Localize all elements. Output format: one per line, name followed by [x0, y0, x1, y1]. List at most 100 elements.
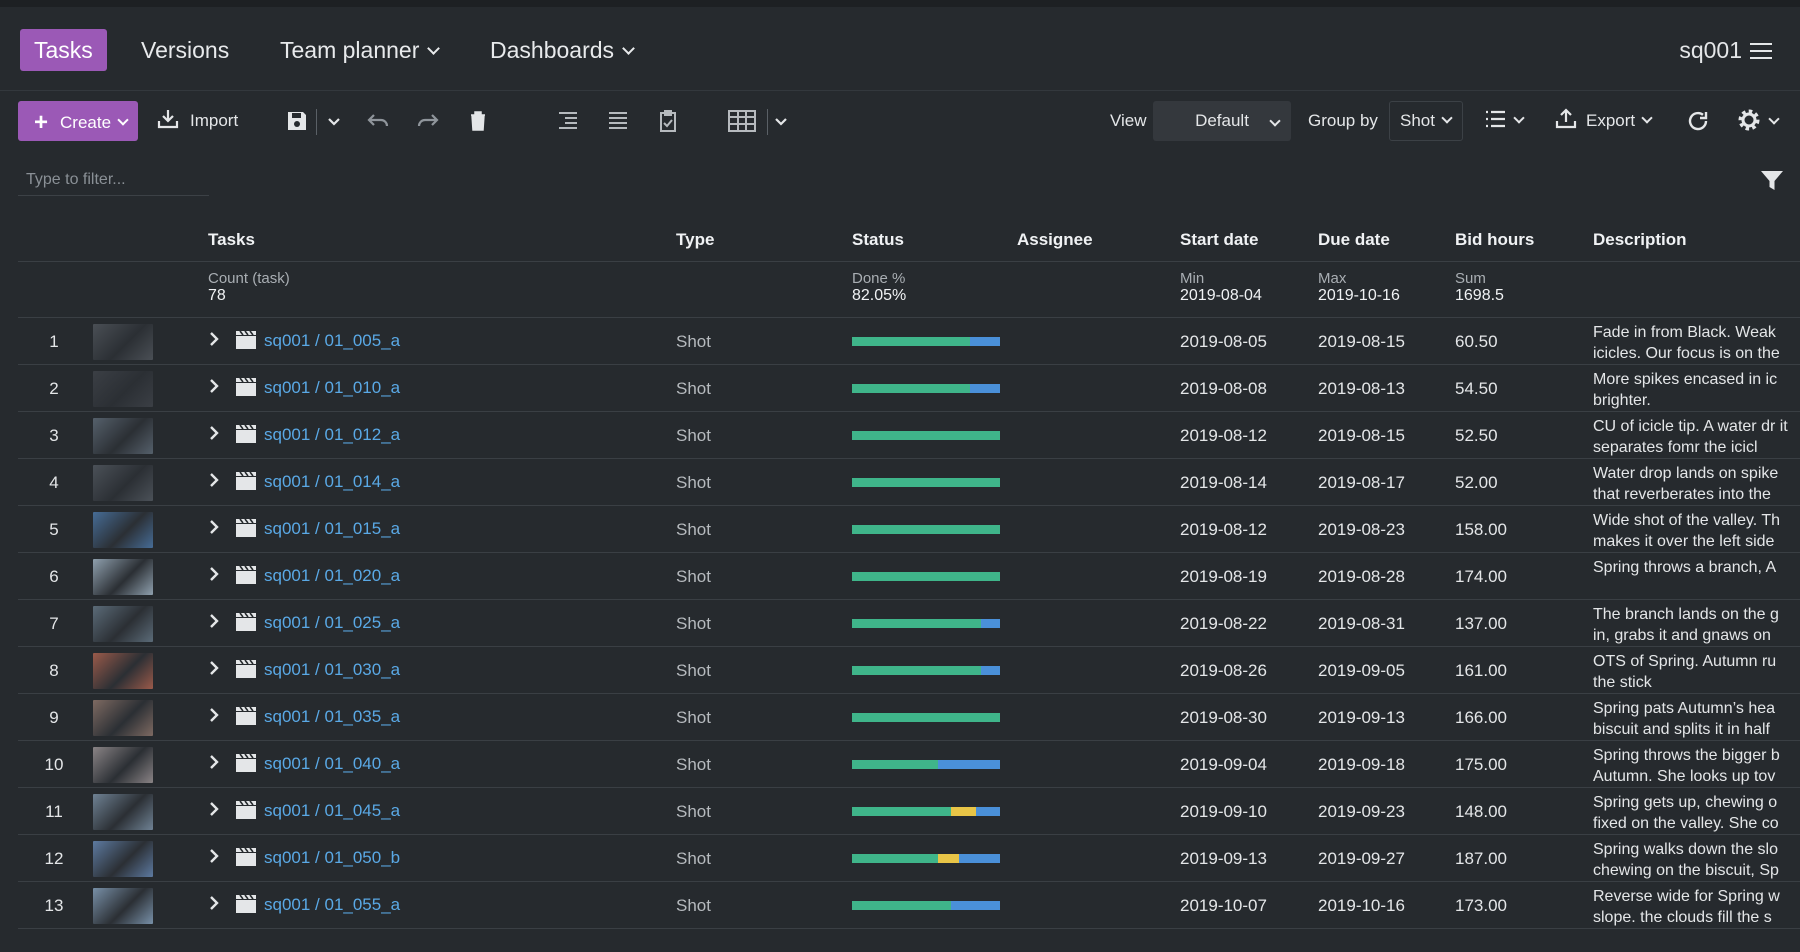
project-selector[interactable]: sq001 — [1679, 37, 1742, 63]
settings-button[interactable] — [1736, 101, 1780, 141]
export-button[interactable]: Export — [1554, 101, 1653, 141]
bid-hours: 161.00 — [1455, 661, 1507, 680]
chevron-right-icon[interactable] — [208, 800, 220, 818]
thumbnail[interactable] — [93, 465, 153, 501]
chevron-right-icon[interactable] — [208, 612, 220, 630]
clapperboard-icon — [236, 330, 256, 349]
thumbnail[interactable] — [93, 794, 153, 830]
chevron-right-icon[interactable] — [208, 518, 220, 536]
col-tasks[interactable]: Tasks — [208, 230, 255, 249]
thumbnail[interactable] — [93, 559, 153, 595]
chevron-right-icon[interactable] — [208, 847, 220, 865]
table-row[interactable]: 3 sq001 / 01_012_a Shot 2019-08-12 2019-08-1… — [18, 412, 1800, 459]
table-row[interactable]: 10 sq001 / 01_040_a Shot 2019-09-04 2019-09-… — [18, 741, 1800, 788]
clapperboard-icon — [236, 377, 256, 396]
thumbnail[interactable] — [93, 841, 153, 877]
undo-icon[interactable] — [366, 109, 390, 133]
task-link[interactable]: sq001 / 01_025_a — [264, 613, 401, 632]
start-date: 2019-08-22 — [1180, 614, 1267, 633]
task-link[interactable]: sq001 / 01_005_a — [264, 331, 401, 350]
table-row[interactable]: 5 sq001 / 01_015_a Shot 2019-08-12 2019-08-2… — [18, 506, 1800, 553]
trash-icon[interactable] — [466, 109, 490, 133]
table-row[interactable]: 6 sq001 / 01_020_a Shot 2019-08-19 2019-08-2… — [18, 553, 1800, 600]
redo-icon[interactable] — [416, 109, 440, 133]
task-link[interactable]: sq001 / 01_045_a — [264, 801, 401, 820]
task-link[interactable]: sq001 / 01_012_a — [264, 425, 401, 444]
table-row[interactable]: 11 sq001 / 01_045_a Shot 2019-09-10 2019-09-… — [18, 788, 1800, 835]
task-link[interactable]: sq001 / 01_010_a — [264, 378, 401, 397]
filter-icon[interactable] — [1760, 170, 1784, 192]
thumbnail[interactable] — [93, 700, 153, 736]
chevron-right-icon[interactable] — [208, 377, 220, 395]
grid-icon[interactable] — [728, 109, 756, 133]
plus-icon: + — [34, 109, 49, 136]
col-status[interactable]: Status — [852, 230, 904, 249]
list-view-button[interactable] — [1483, 101, 1525, 141]
col-description[interactable]: Description — [1593, 230, 1687, 249]
checklist-icon[interactable] — [656, 109, 680, 133]
chevron-right-icon[interactable] — [208, 894, 220, 912]
indent-icon[interactable] — [556, 109, 580, 133]
col-due-date[interactable]: Due date — [1318, 230, 1390, 249]
thumbnail[interactable] — [93, 606, 153, 642]
tab-label: Tasks — [34, 37, 93, 63]
chevron-right-icon[interactable] — [208, 753, 220, 771]
table-row[interactable]: 1 sq001 / 01_005_a Shot 2019-08-05 2019-08-1… — [18, 318, 1800, 365]
create-button[interactable]: + Create — [18, 101, 138, 141]
chevron-right-icon[interactable] — [208, 565, 220, 583]
task-link[interactable]: sq001 / 01_040_a — [264, 754, 401, 773]
tab-tasks[interactable]: Tasks — [20, 29, 107, 71]
table-row[interactable]: 7 sq001 / 01_025_a Shot 2019-08-22 2019-08-3… — [18, 600, 1800, 647]
view-select[interactable]: Default — [1153, 101, 1291, 141]
table-row[interactable]: 8 sq001 / 01_030_a Shot 2019-08-26 2019-09-0… — [18, 647, 1800, 694]
status-done-segment — [852, 384, 971, 393]
col-start-date[interactable]: Start date — [1180, 230, 1259, 249]
task-link[interactable]: sq001 / 01_035_a — [264, 707, 401, 726]
chevron-down-icon[interactable] — [322, 109, 346, 133]
col-type[interactable]: Type — [676, 230, 715, 249]
import-button[interactable]: Import — [156, 101, 238, 141]
save-icon[interactable] — [285, 109, 309, 133]
task-link[interactable]: sq001 / 01_015_a — [264, 519, 401, 538]
filter-input[interactable] — [18, 164, 209, 196]
group-by-select[interactable]: Shot — [1389, 101, 1463, 141]
table-row[interactable]: 13 sq001 / 01_055_a Shot 2019-10-07 2019-10-… — [18, 882, 1800, 929]
thumbnail[interactable] — [93, 324, 153, 360]
due-date: 2019-09-05 — [1318, 661, 1405, 680]
status-done-segment — [852, 619, 981, 628]
agg-start-date: Min 2019-08-04 — [1180, 270, 1262, 304]
hamburger-icon[interactable] — [1750, 43, 1772, 59]
task-link[interactable]: sq001 / 01_014_a — [264, 472, 401, 491]
task-type: Shot — [676, 614, 711, 633]
task-link[interactable]: sq001 / 01_050_b — [264, 848, 401, 867]
col-bid-hours[interactable]: Bid hours — [1455, 230, 1535, 249]
thumbnail[interactable] — [93, 418, 153, 454]
col-assignee[interactable]: Assignee — [1017, 230, 1093, 249]
list-icon[interactable] — [606, 109, 630, 133]
bid-hours: 54.50 — [1455, 379, 1498, 398]
chevron-right-icon[interactable] — [208, 424, 220, 442]
due-date: 2019-08-15 — [1318, 426, 1405, 445]
tab-versions[interactable]: Versions — [127, 29, 243, 71]
thumbnail[interactable] — [93, 512, 153, 548]
thumbnail[interactable] — [93, 653, 153, 689]
clapperboard-icon — [236, 471, 256, 490]
task-link[interactable]: sq001 / 01_020_a — [264, 566, 401, 585]
thumbnail[interactable] — [93, 371, 153, 407]
table-row[interactable]: 12 sq001 / 01_050_b Shot 2019-09-13 2019-09-… — [18, 835, 1800, 882]
table-row[interactable]: 4 sq001 / 01_014_a Shot 2019-08-14 2019-08-1… — [18, 459, 1800, 506]
chevron-right-icon[interactable] — [208, 330, 220, 348]
chevron-down-icon[interactable] — [769, 109, 793, 133]
refresh-icon[interactable] — [1686, 109, 1710, 133]
thumbnail[interactable] — [93, 747, 153, 783]
table-row[interactable]: 2 sq001 / 01_010_a Shot 2019-08-08 2019-08-1… — [18, 365, 1800, 412]
tab-team-planner[interactable]: Team planner — [266, 29, 452, 71]
chevron-right-icon[interactable] — [208, 659, 220, 677]
chevron-right-icon[interactable] — [208, 471, 220, 489]
tab-dashboards[interactable]: Dashboards — [476, 29, 647, 71]
table-row[interactable]: 9 sq001 / 01_035_a Shot 2019-08-30 2019-09-1… — [18, 694, 1800, 741]
thumbnail[interactable] — [93, 888, 153, 924]
task-link[interactable]: sq001 / 01_055_a — [264, 895, 401, 914]
task-link[interactable]: sq001 / 01_030_a — [264, 660, 401, 679]
chevron-right-icon[interactable] — [208, 706, 220, 724]
